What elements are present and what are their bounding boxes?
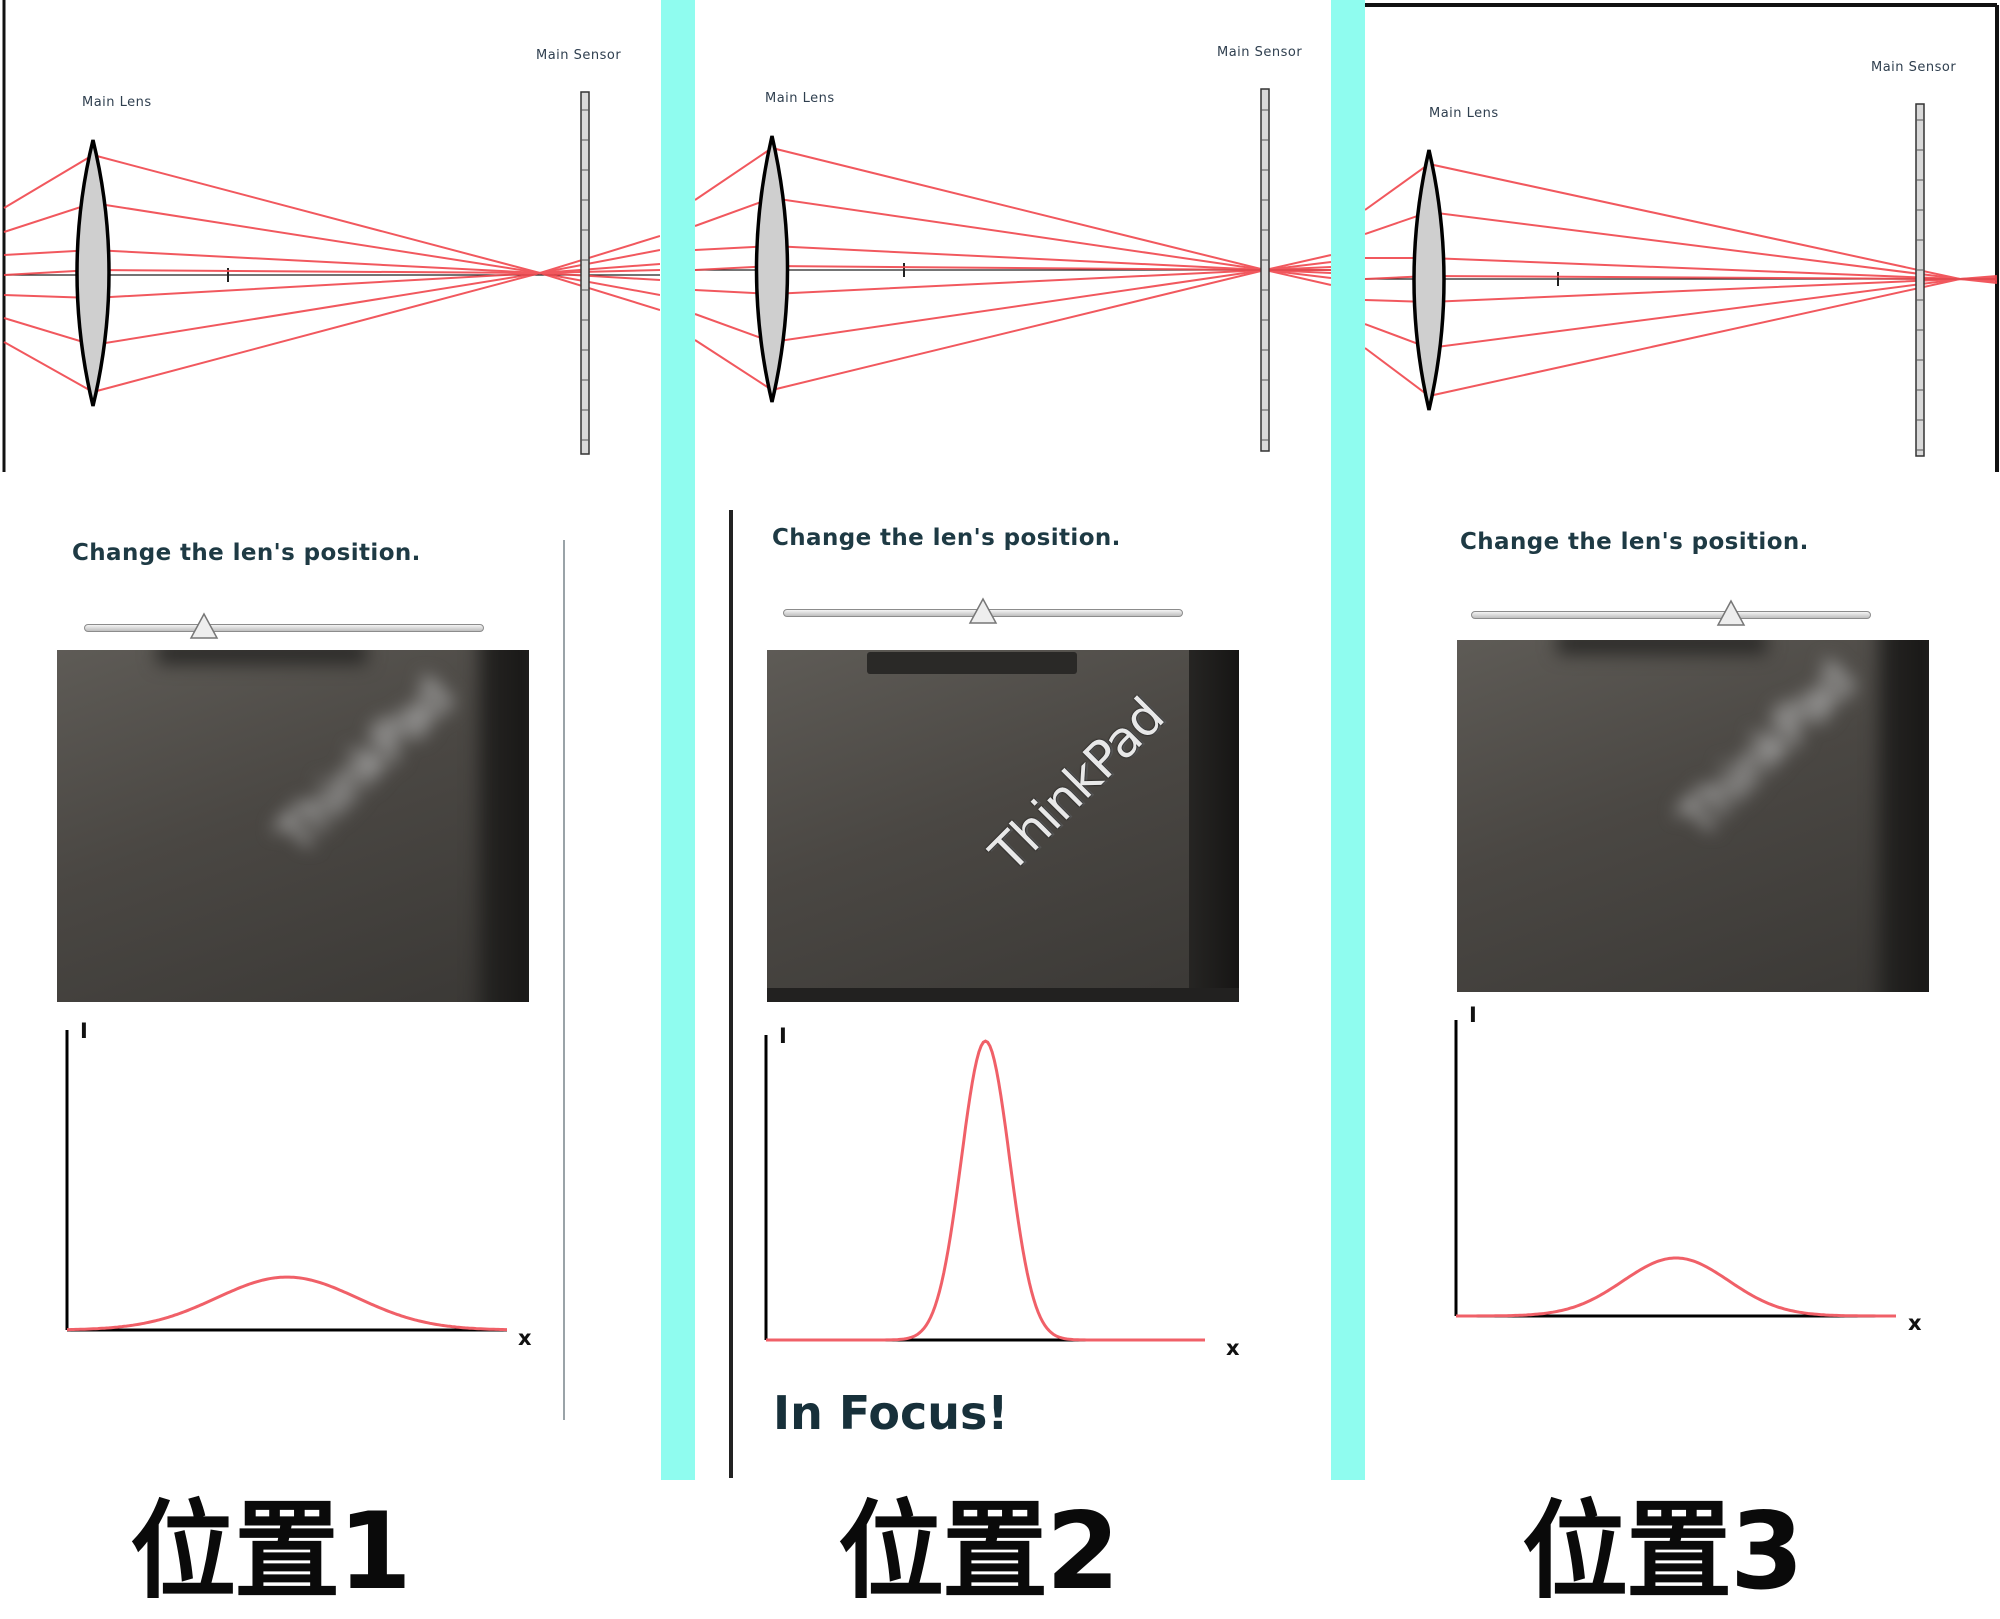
main-lens <box>1412 149 1446 411</box>
sensor-label: Main Sensor <box>1217 45 1302 60</box>
sensor-photo: ThinkPad <box>57 650 529 1002</box>
laptop-logo: ThinkPad <box>267 667 463 864</box>
sensor-label: Main Sensor <box>536 48 621 63</box>
optics-diagram: Main Lens Main Sensor <box>2 0 660 472</box>
laptop-logo: ThinkPad <box>979 687 1175 884</box>
slider-thumb-icon[interactable] <box>968 597 998 627</box>
lens-position-slider[interactable] <box>1471 599 1871 639</box>
y-axis-label: I <box>1469 1003 1477 1027</box>
sensor-photo: ThinkPad <box>1457 640 1929 992</box>
light-rays <box>3 153 660 394</box>
y-axis-label: I <box>779 1024 787 1048</box>
instruction-text: Change the len's position. <box>1460 529 1809 555</box>
intensity-graph: I x <box>65 1019 532 1350</box>
y-axis-label: I <box>80 1019 88 1043</box>
x-axis-label: x <box>1226 1336 1240 1355</box>
main-lens <box>754 135 790 403</box>
panel-position-1: Main Lens Main Sensor Change the len's p… <box>0 0 660 1480</box>
main-sensor <box>1915 103 1925 457</box>
panel-border <box>729 510 733 1478</box>
position-label-3: 位置3 <box>1522 1490 1804 1613</box>
intensity-graph: I x <box>1454 1003 1922 1335</box>
lens-label: Main Lens <box>765 91 835 106</box>
panel-position-2: Main Lens Main Sensor Change the len's p… <box>695 0 1355 1480</box>
slider-thumb-icon[interactable] <box>1716 599 1746 629</box>
panel-border <box>563 540 565 1420</box>
light-rays <box>695 146 1332 392</box>
slider-track <box>1471 611 1871 619</box>
panel-position-3: Main Lens Main Sensor Change the len's p… <box>1365 0 2000 1480</box>
main-lens <box>75 139 111 407</box>
lens-position-slider[interactable] <box>783 597 1183 637</box>
panel-divider <box>1331 0 1365 1480</box>
main-sensor <box>1260 88 1270 452</box>
slider-thumb-icon[interactable] <box>189 612 219 642</box>
lens-label: Main Lens <box>82 95 152 110</box>
position-label-2: 位置2 <box>838 1490 1120 1613</box>
instruction-text: Change the len's position. <box>72 540 421 566</box>
position-label-1: 位置1 <box>130 1490 412 1613</box>
laptop-logo: ThinkPad <box>1669 651 1865 848</box>
sensor-label: Main Sensor <box>1871 60 1956 75</box>
light-rays <box>1365 162 1998 398</box>
instruction-text: Change the len's position. <box>772 525 1121 551</box>
intensity-curve <box>67 1275 507 1332</box>
x-axis-label: x <box>1908 1311 1922 1335</box>
intensity-curve <box>1456 1256 1896 1318</box>
main-sensor <box>580 91 590 455</box>
intensity-curve <box>766 1039 1205 1342</box>
slider-track <box>84 624 484 632</box>
sensor-photo: ThinkPad <box>767 650 1239 1002</box>
optics-diagram: Main Lens Main Sensor <box>695 45 1332 452</box>
in-focus-status: In Focus! <box>773 1386 1009 1440</box>
intensity-graph: I x <box>764 1024 1240 1355</box>
panel-divider <box>661 0 695 1480</box>
x-axis-label: x <box>518 1326 532 1350</box>
lens-position-slider[interactable] <box>84 612 484 652</box>
optics-diagram: Main Lens Main Sensor <box>1365 3 1999 472</box>
lens-label: Main Lens <box>1429 106 1499 121</box>
